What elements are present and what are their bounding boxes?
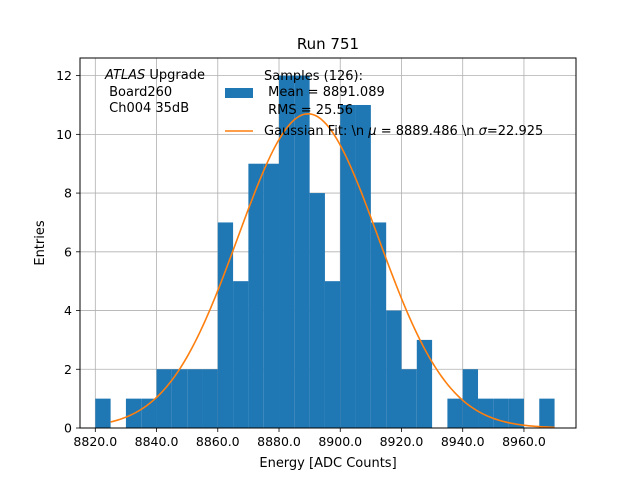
histogram-bar [156,369,172,428]
histogram-bar [355,104,371,428]
legend: Samples (126): Mean = 8891.089 RMS = 25.… [225,69,543,139]
chart-title: Run 751 [297,35,359,53]
legend-fit-mu: μ [367,124,376,139]
histogram-bar [401,369,417,428]
gaussian-fit [110,112,555,429]
y-tick-label: 10 [56,127,72,142]
annotation-line-1: ATLAS Upgrade [104,68,205,83]
annotation-channel: Ch004 35dB [105,101,189,116]
histogram-bar [493,398,509,428]
legend-fit-mid: = 8889.486 \n [377,124,479,139]
histogram-bar [539,398,555,428]
annotation-upgrade: Upgrade [145,68,205,83]
histogram-bar [263,163,280,428]
x-tick-label: 8920.0 [380,434,424,449]
gaussian-fit-line [110,112,555,429]
histogram-bar [447,398,463,428]
x-tick-label: 8960.0 [502,434,546,449]
histogram-bar [171,369,188,428]
atlas-annotation: ATLAS Upgrade Board260 Ch004 35dB [104,68,205,116]
y-tick-label: 0 [64,421,72,436]
histogram-bar [386,310,402,428]
histogram-bar [95,398,111,428]
y-axis-label: Entries [33,220,48,266]
y-axis-ticks: 0 2 4 6 8 10 12 [56,68,80,436]
legend-samples: Samples (126): [264,69,363,84]
annotation-atlas: ATLAS [104,68,145,83]
histogram-bar [508,398,524,428]
histogram-bar [370,222,387,428]
x-tick-label: 8880.0 [257,434,301,449]
y-tick-label: 6 [64,244,72,259]
legend-fit-prefix: Gaussian Fit: \n [264,124,368,139]
histogram-bar [340,104,356,428]
legend-fit-suffix: =22.925 [487,124,543,139]
histogram-bar [462,369,479,428]
annotation-board: Board260 [105,85,172,100]
legend-rms: RMS = 25.56 [264,103,353,118]
histogram-bar [478,398,494,428]
histogram-bar [217,222,234,428]
histogram-bar [309,193,325,428]
histogram-bar [279,75,295,428]
legend-mean: Mean = 8891.089 [264,85,385,100]
histogram-bar [416,339,433,428]
histogram-bar [202,369,218,428]
x-tick-label: 8860.0 [196,434,240,449]
legend-fit: Gaussian Fit: \n μ = 8889.486 \n σ=22.92… [264,124,543,139]
legend-fit-sigma: σ [479,124,488,139]
x-axis-label: Energy [ADC Counts] [259,456,396,471]
histogram-bar [233,281,249,428]
legend-bar-swatch [225,88,253,98]
histogram-bar [294,75,310,428]
plot-frame [79,57,577,429]
histogram-bar [187,369,203,428]
histogram-bar [324,281,341,428]
y-tick-label: 2 [64,362,72,377]
x-axis-ticks: 8820.0 8840.0 8860.0 8880.0 8900.0 8920.0 8940… [73,428,546,449]
histogram-bar [248,163,264,428]
histogram-bars [95,75,555,428]
y-tick-label: 12 [56,68,72,83]
x-tick-label: 8900.0 [318,434,362,449]
x-tick-label: 8940.0 [441,434,485,449]
y-tick-label: 4 [64,303,72,318]
y-tick-label: 8 [64,186,72,201]
x-tick-label: 8840.0 [135,434,179,449]
x-tick-label: 8820.0 [73,434,117,449]
